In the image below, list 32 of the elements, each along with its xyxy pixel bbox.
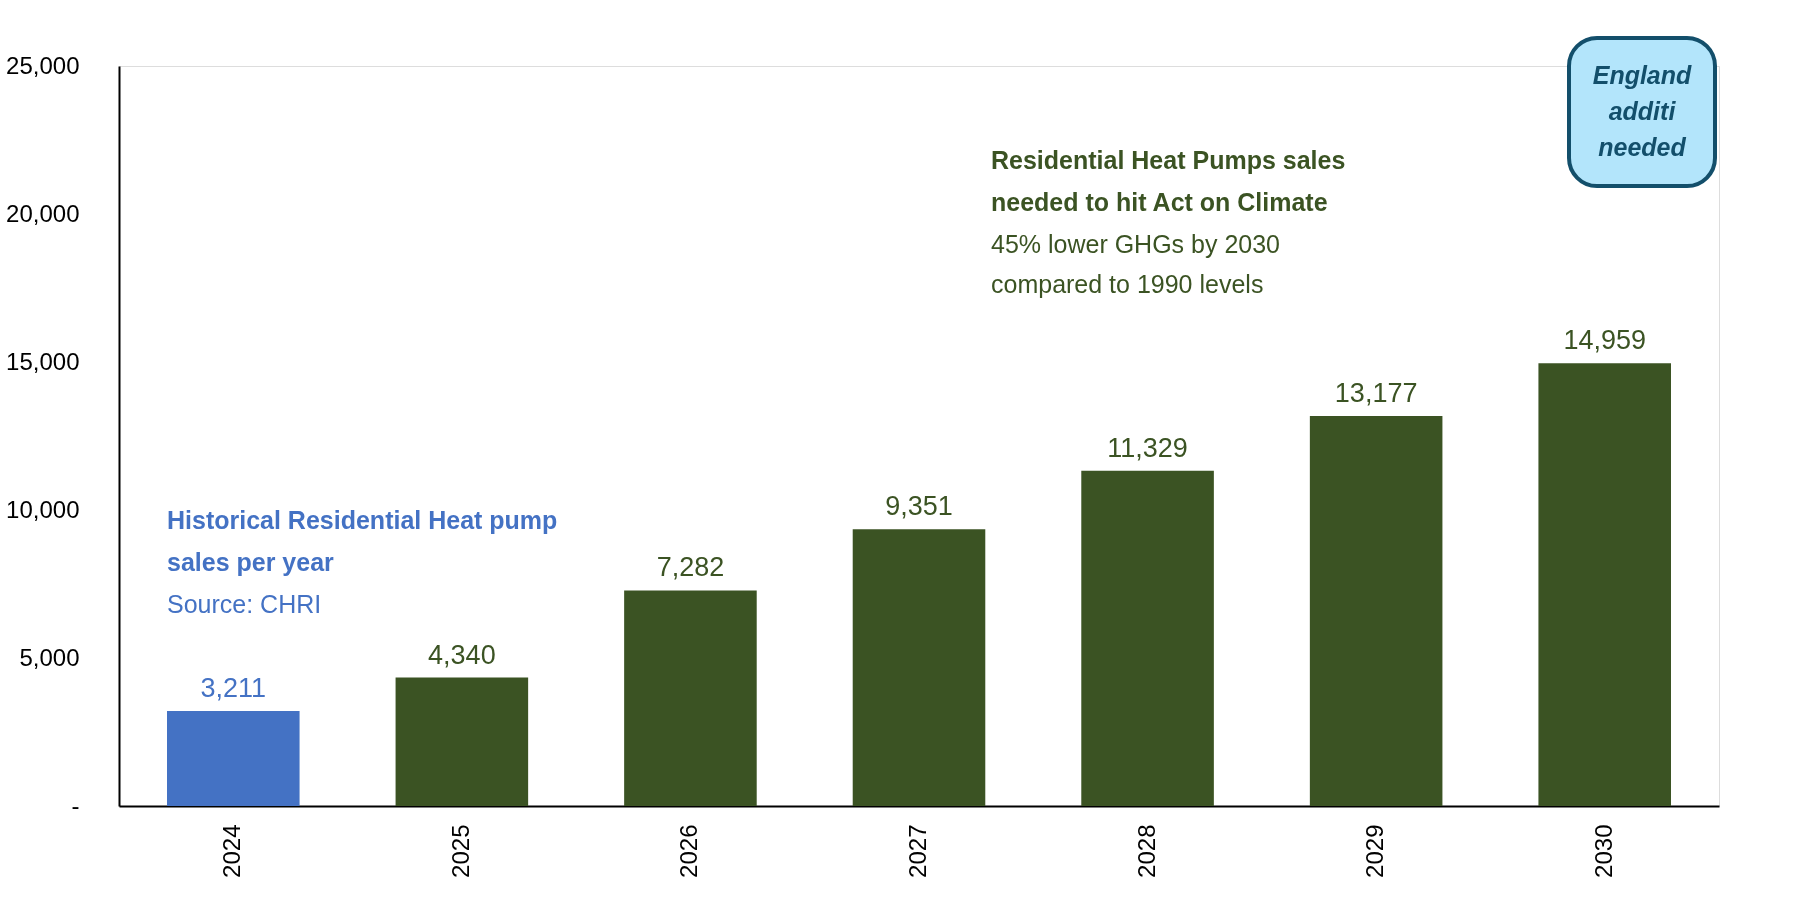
y-tick-label: 10,000 [6,495,80,523]
x-tick-label: 2028 [1132,824,1160,878]
bar [624,590,757,806]
bar [395,677,529,806]
annotation: Source: CHRI [167,590,322,618]
y-tick-label: 20,000 [6,199,80,227]
annotation: England additi needed [1592,61,1693,161]
x-tick-label: 2029 [1361,824,1389,878]
y-tick-label: - [71,791,80,819]
x-tick-label: 2030 [1589,824,1617,878]
data-label: 11,329 [1107,432,1188,463]
y-tick-label: 15,000 [6,347,80,375]
annotation: 45% lower GHGs by 2030 compared to 1990 levels [991,230,1281,298]
bar [852,529,986,806]
y-tick-label: 25,000 [6,51,80,79]
data-label: 9,351 [885,491,953,522]
bar [167,710,300,806]
data-label: 13,177 [1334,377,1418,408]
bar [1309,415,1443,806]
data-label: 3,211 [200,672,267,703]
x-tick-label: 2025 [446,824,474,878]
y-tick-label: 5,000 [19,643,80,671]
data-label: 7,282 [656,552,725,583]
data-label: 14,959 [1563,325,1647,356]
text: Historical Residential Heat pump sales per year [167,506,558,576]
x-tick-label: 2027 [904,824,931,878]
text: Residential Heat Pumps sales needed to hit Act on Climate [991,146,1346,216]
data-label: 4,340 [428,639,496,670]
bar [1538,363,1671,806]
x-tick-label: 2024 [218,824,246,878]
bar [1081,470,1214,806]
x-tick-label: 2026 [675,824,703,878]
